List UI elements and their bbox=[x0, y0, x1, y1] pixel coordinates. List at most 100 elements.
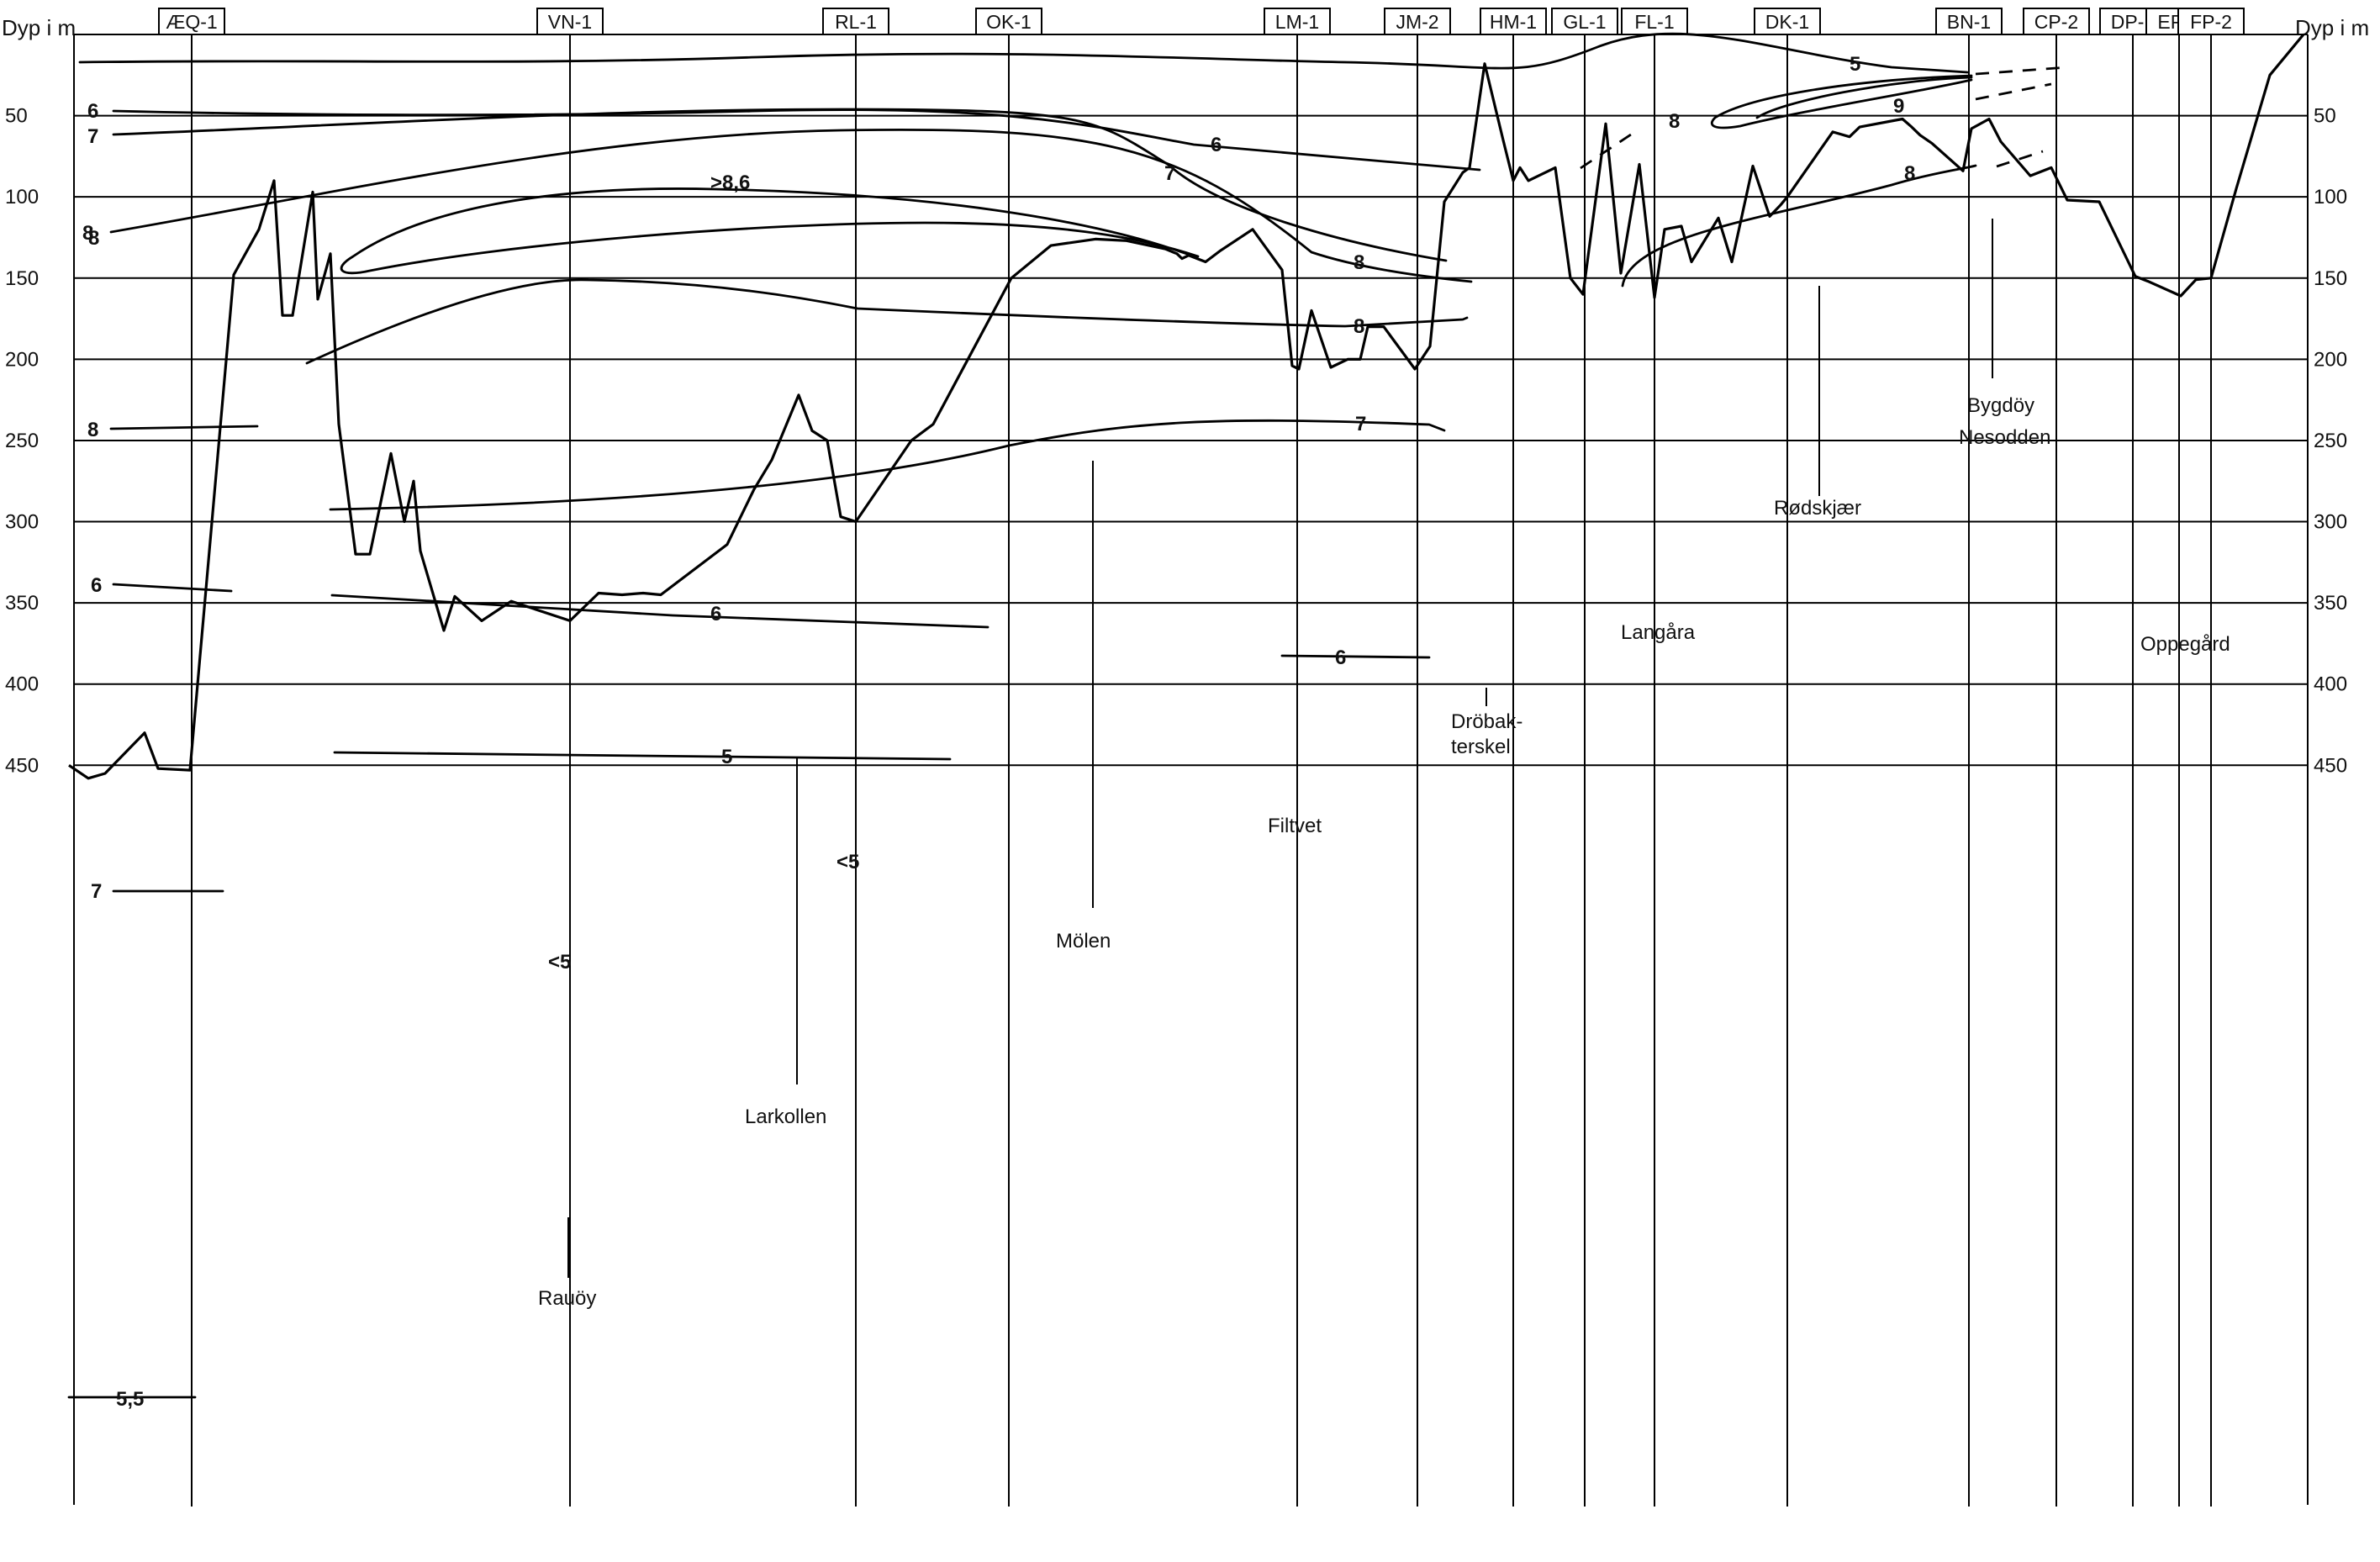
station-label: CP-2 bbox=[2034, 11, 2078, 33]
station-label: DK-1 bbox=[1765, 11, 1809, 33]
isoline-8-left bbox=[109, 425, 259, 430]
y-tick-label: 100 bbox=[5, 186, 39, 208]
isoline-7-lower bbox=[329, 419, 1446, 511]
place-label: Langåra bbox=[1621, 621, 1696, 644]
station-box bbox=[2023, 8, 2090, 35]
isoline-8-6-loop bbox=[340, 187, 1200, 275]
isoline-7-upper bbox=[112, 108, 1448, 262]
station-label: BN-1 bbox=[1947, 11, 1991, 33]
isoline-label: 9 bbox=[1893, 95, 1904, 118]
y-tick-label: 250 bbox=[5, 430, 39, 452]
station-box bbox=[1480, 8, 1547, 35]
y-tick-label-right: 300 bbox=[2314, 511, 2347, 534]
station-box bbox=[536, 8, 604, 35]
y-tick-label: 50 bbox=[5, 105, 28, 128]
station-box bbox=[1621, 8, 1688, 35]
y-tick-label: 350 bbox=[5, 592, 39, 615]
station-label: RL-1 bbox=[835, 11, 877, 33]
station-box bbox=[1935, 8, 2003, 35]
place-label: Rødskjær bbox=[1774, 497, 1861, 520]
isoline-8-right bbox=[1621, 164, 1977, 288]
isoline-dash-gl bbox=[1580, 133, 1632, 170]
isoline-label: 6 bbox=[1335, 646, 1346, 669]
isoline-6-upper bbox=[112, 108, 1481, 172]
place-labels: Rauöy Larkollen Mölen Filtvet Dröbak- te… bbox=[538, 394, 2230, 1310]
place-label: Larkollen bbox=[745, 1106, 826, 1128]
y-tick-label-right: 150 bbox=[2314, 267, 2347, 290]
y-tick-label: 150 bbox=[5, 267, 39, 290]
station-label: ÆQ-1 bbox=[166, 11, 217, 33]
isoline-dash-right3 bbox=[1996, 150, 2044, 168]
isoline-9 bbox=[1755, 76, 1973, 119]
station-box bbox=[1754, 8, 1821, 35]
bottom-profile-line bbox=[68, 33, 2305, 780]
y-axis-label-left: Dyp i m bbox=[2, 15, 76, 40]
depth-gridlines: 50 50 100 100 150 150 200 200 250 250 300 300 350 350… bbox=[5, 105, 2347, 778]
isoline-label: 8 bbox=[88, 227, 99, 250]
isoline-dash-right2 bbox=[1975, 82, 2052, 101]
station-box bbox=[975, 8, 1042, 35]
isoline-label: >8,6 bbox=[710, 172, 750, 194]
station-label: GL-1 bbox=[1563, 11, 1606, 33]
isoline-8-mid bbox=[305, 278, 1469, 365]
place-label: Dröbak- bbox=[1451, 710, 1522, 733]
station-label: VN-1 bbox=[548, 11, 592, 33]
isoline-label: 8 bbox=[1354, 251, 1364, 274]
station-label: HM-1 bbox=[1490, 11, 1537, 33]
isoline-label: <5 bbox=[836, 851, 859, 873]
station-box bbox=[1551, 8, 1618, 35]
isoline-8-upper bbox=[109, 128, 1473, 283]
isoline-labels: 5 6 6 7 8 >8,6 7 8 8 8 7 6 5 5,5 6 6 7 8… bbox=[82, 53, 1915, 1411]
isoline-label: <5 bbox=[548, 951, 571, 974]
y-tick-label: 450 bbox=[5, 754, 39, 777]
isoline-8-right-loop bbox=[1710, 74, 1973, 129]
isoline-label: 7 bbox=[1164, 162, 1175, 185]
station-box bbox=[2177, 8, 2245, 35]
isoline-label: 6 bbox=[1211, 134, 1222, 156]
y-tick-label-right: 50 bbox=[2314, 105, 2336, 128]
y-tick-label: 200 bbox=[5, 348, 39, 371]
isoline-label: 6 bbox=[87, 100, 98, 123]
isoline-label: 8 bbox=[1669, 110, 1680, 133]
place-label: Mölen bbox=[1056, 930, 1111, 953]
place-label: Nesodden bbox=[1959, 426, 2050, 449]
isoline-6-lower bbox=[330, 594, 989, 629]
isoline-5-lower bbox=[333, 751, 952, 761]
isoline-label: 7 bbox=[91, 880, 102, 903]
y-tick-label: 400 bbox=[5, 673, 39, 696]
place-leaders bbox=[567, 219, 2180, 1278]
isoline-label: 8 bbox=[87, 419, 98, 441]
place-label: terskel bbox=[1451, 736, 1511, 758]
station-box bbox=[1384, 8, 1451, 35]
y-tick-label-right: 100 bbox=[2314, 186, 2347, 208]
station-box bbox=[158, 8, 225, 35]
station-markers: ÆQ-1 VN-1 RL-1 OK-1 LM-1 JM-2 HM-1 GL-1 FL-1 DK-1… bbox=[158, 8, 2245, 1507]
isolines bbox=[67, 32, 2069, 1399]
isoline-dash-right1 bbox=[1975, 66, 2069, 76]
isoline-label: 6 bbox=[710, 603, 721, 625]
isoline-label: 8 bbox=[82, 222, 93, 245]
station-label: OK-1 bbox=[986, 11, 1032, 33]
isoline-6-filtvet bbox=[1280, 654, 1431, 659]
isoline-label: 8 bbox=[1904, 162, 1915, 185]
y-axis-label-right: Dyp i m bbox=[2295, 15, 2369, 40]
isoline-label: 7 bbox=[87, 125, 98, 148]
station-box bbox=[822, 8, 889, 35]
y-tick-label: 300 bbox=[5, 511, 39, 534]
isoline-5-top bbox=[78, 32, 1969, 74]
place-label: Bygdöy bbox=[1967, 394, 2034, 417]
place-label: Rauöy bbox=[538, 1287, 596, 1310]
y-tick-label-right: 200 bbox=[2314, 348, 2347, 371]
isoline-label: 8 bbox=[1354, 315, 1364, 338]
place-label: Oppegård bbox=[2140, 633, 2230, 656]
isoline-label: 6 bbox=[91, 574, 102, 597]
isoline-7-left bbox=[112, 583, 233, 593]
station-label: JM-2 bbox=[1396, 11, 1438, 33]
station-label: FP-2 bbox=[2190, 11, 2232, 33]
isoline-label: 5,5 bbox=[116, 1388, 144, 1411]
isoline-label: 7 bbox=[1355, 413, 1366, 435]
isoline-label: 5 bbox=[1850, 53, 1860, 76]
y-tick-label-right: 250 bbox=[2314, 430, 2347, 452]
y-tick-label-right: 400 bbox=[2314, 673, 2347, 696]
station-label: LM-1 bbox=[1275, 11, 1319, 33]
